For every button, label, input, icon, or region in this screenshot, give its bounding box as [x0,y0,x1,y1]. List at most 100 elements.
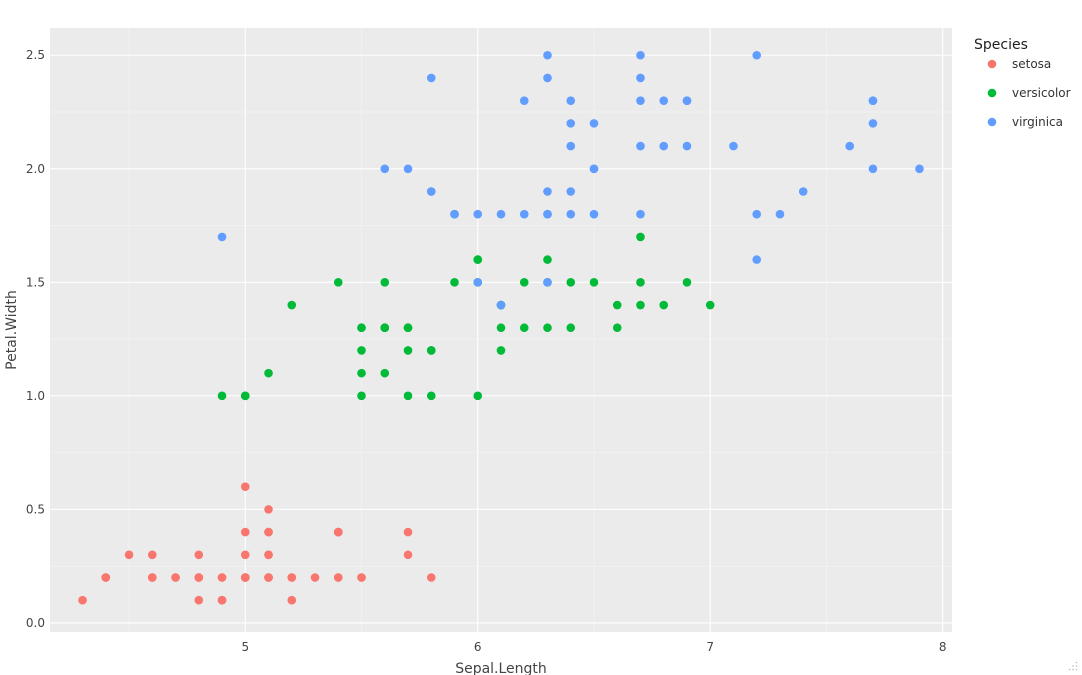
legend-item-virginica[interactable]: virginica [987,115,1063,129]
data-point-virginica[interactable] [496,209,506,219]
data-point-versicolor[interactable] [403,323,413,333]
data-point-setosa[interactable] [101,573,111,582]
data-point-virginica[interactable] [543,73,552,83]
legend-item-versicolor[interactable]: versicolor [987,86,1071,100]
data-point-virginica[interactable] [798,187,808,196]
data-point-virginica[interactable] [775,209,785,219]
data-point-versicolor[interactable] [357,346,366,355]
data-point-virginica[interactable] [473,209,483,219]
data-point-setosa[interactable] [124,550,134,560]
data-point-versicolor[interactable] [217,391,227,401]
data-point-virginica[interactable] [426,187,436,196]
data-point-versicolor[interactable] [612,300,622,310]
data-point-setosa[interactable] [287,573,297,582]
data-point-setosa[interactable] [194,595,204,605]
data-point-virginica[interactable] [380,164,390,174]
data-point-setosa[interactable] [147,550,157,560]
data-point-setosa[interactable] [217,595,227,605]
data-point-setosa[interactable] [240,527,250,537]
data-point-versicolor[interactable] [357,323,366,333]
data-point-setosa[interactable] [403,527,413,537]
data-point-versicolor[interactable] [357,391,366,401]
data-point-versicolor[interactable] [473,255,483,264]
data-point-virginica[interactable] [868,96,878,105]
data-point-setosa[interactable] [240,550,250,560]
data-point-setosa[interactable] [240,482,250,491]
data-point-versicolor[interactable] [357,368,366,378]
data-point-virginica[interactable] [566,96,576,105]
data-point-virginica[interactable] [682,96,692,105]
data-point-virginica[interactable] [868,164,878,174]
data-point-setosa[interactable] [264,550,273,560]
data-point-virginica[interactable] [519,96,529,105]
data-point-virginica[interactable] [543,50,552,60]
data-point-setosa[interactable] [194,550,204,560]
data-point-virginica[interactable] [636,50,645,60]
data-point-versicolor[interactable] [496,346,506,355]
data-point-virginica[interactable] [636,96,645,105]
data-point-virginica[interactable] [426,73,436,83]
data-point-versicolor[interactable] [636,300,645,310]
data-point-versicolor[interactable] [380,323,390,333]
data-point-virginica[interactable] [566,187,576,196]
data-point-versicolor[interactable] [566,323,576,333]
data-point-virginica[interactable] [519,209,529,219]
data-point-virginica[interactable] [752,209,762,219]
data-point-setosa[interactable] [217,573,227,582]
data-point-virginica[interactable] [589,209,599,219]
data-point-versicolor[interactable] [264,368,273,378]
data-point-virginica[interactable] [636,73,645,83]
data-point-virginica[interactable] [752,255,762,264]
data-point-virginica[interactable] [543,278,552,287]
data-point-virginica[interactable] [845,141,855,151]
data-point-versicolor[interactable] [450,278,459,287]
data-point-versicolor[interactable] [496,323,506,333]
data-point-versicolor[interactable] [519,278,529,287]
data-point-virginica[interactable] [566,119,576,128]
data-point-setosa[interactable] [264,527,273,537]
data-point-versicolor[interactable] [682,278,692,287]
data-point-virginica[interactable] [566,209,576,219]
legend[interactable]: Species setosa versicolor virginica [974,37,1071,129]
data-point-versicolor[interactable] [636,232,645,242]
data-point-versicolor[interactable] [566,278,576,287]
data-point-virginica[interactable] [450,209,459,219]
data-point-versicolor[interactable] [403,391,413,401]
data-point-versicolor[interactable] [589,278,599,287]
data-point-versicolor[interactable] [636,278,645,287]
data-point-setosa[interactable] [240,573,250,582]
data-point-setosa[interactable] [333,527,343,537]
data-point-versicolor[interactable] [426,346,436,355]
data-point-virginica[interactable] [729,141,738,151]
data-point-versicolor[interactable] [380,278,390,287]
data-point-virginica[interactable] [682,141,692,151]
data-point-setosa[interactable] [78,595,87,605]
data-point-virginica[interactable] [636,141,645,151]
data-point-versicolor[interactable] [380,368,390,378]
data-point-virginica[interactable] [403,164,413,174]
data-point-virginica[interactable] [496,300,506,310]
data-point-versicolor[interactable] [426,391,436,401]
data-point-setosa[interactable] [194,573,204,582]
data-point-versicolor[interactable] [403,346,413,355]
data-point-setosa[interactable] [357,573,366,582]
data-point-versicolor[interactable] [473,391,483,401]
data-point-versicolor[interactable] [240,391,250,401]
data-point-versicolor[interactable] [659,300,669,310]
data-point-setosa[interactable] [287,595,297,605]
data-point-versicolor[interactable] [333,278,343,287]
data-point-virginica[interactable] [566,141,576,151]
data-point-versicolor[interactable] [612,323,622,333]
data-point-versicolor[interactable] [519,323,529,333]
data-point-virginica[interactable] [636,209,645,219]
data-point-virginica[interactable] [915,164,924,174]
data-point-virginica[interactable] [473,278,483,287]
data-point-versicolor[interactable] [543,323,552,333]
data-point-setosa[interactable] [426,573,436,582]
data-point-setosa[interactable] [310,573,320,582]
data-point-setosa[interactable] [147,573,157,582]
data-point-virginica[interactable] [659,96,669,105]
data-point-versicolor[interactable] [287,300,297,310]
data-point-versicolor[interactable] [543,255,552,264]
data-point-virginica[interactable] [543,187,552,196]
